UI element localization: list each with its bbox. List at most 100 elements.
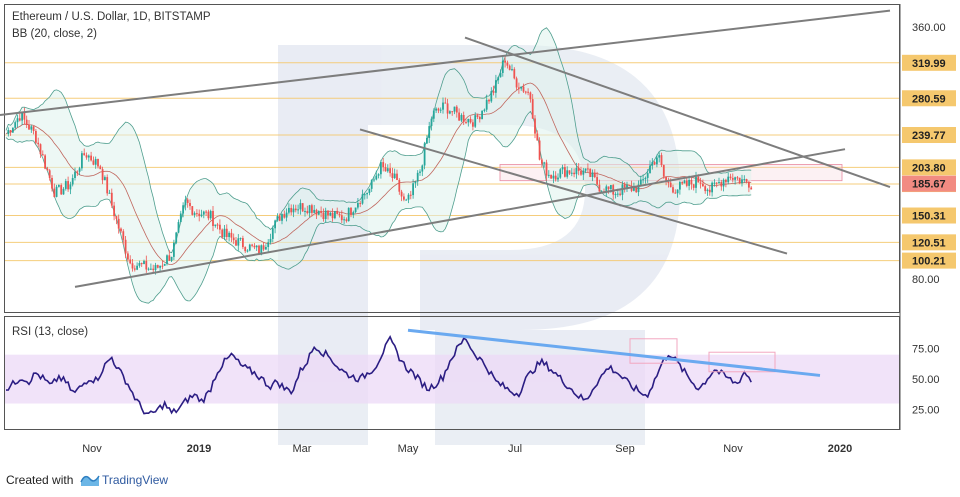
candle-body [547,174,550,176]
x-tick-label: Mar [293,443,312,455]
candle-body [260,245,263,255]
candle-body [474,115,477,127]
candle-body [393,173,396,178]
candle-body [67,181,69,190]
candle-body [191,206,194,215]
candle-body [71,177,74,185]
candle-body [711,182,713,193]
candle-body [669,182,672,188]
candle-body [568,170,571,174]
candle-body [718,181,720,184]
candle-body [55,186,58,197]
candle-body [561,167,564,170]
candle-body [340,215,343,221]
x-tick-label: Nov [723,443,743,455]
candle-body [605,186,608,194]
trendline [0,9,891,116]
candle-body [9,130,12,133]
candle-body [435,108,437,111]
candle-body [196,213,198,215]
candle-body [262,245,265,250]
rsi-highlight-box [629,338,678,364]
price-level-tag [902,159,956,176]
candle-body [614,194,617,196]
chart-canvas[interactable]: Nov 2019 Mar May Jul Sep Nov 2020 360.00 80.00 31… [0,0,960,468]
candle-body [283,214,286,218]
candle-body [432,110,435,119]
candle-body [324,210,327,220]
candle-body [163,263,166,266]
candle-body [697,176,700,183]
candle-body [688,179,690,186]
candle-body [676,189,679,194]
candle-body [699,182,702,184]
candle-body [451,111,454,113]
price-level-label: 239.77 [912,130,946,142]
candle-body [501,60,504,73]
candle-body [62,188,65,195]
candle-body [64,181,67,189]
candle-body [455,106,458,113]
candle-body [598,184,601,192]
rsi-band [5,354,899,404]
candle-body [506,62,509,66]
candle-body [396,173,398,180]
candle-body [329,212,332,216]
candle-body [265,247,267,250]
candle-body [350,207,352,215]
candle-body [124,239,127,254]
candle-body [679,182,681,190]
candle-body [336,210,339,214]
price-level-tag [902,234,956,251]
candle-body [444,102,447,104]
candle-body [294,208,297,211]
candle-body [702,183,704,187]
trendlines[interactable] [0,9,891,288]
x-tick-label: Sep [615,443,635,455]
candle-body [741,179,743,184]
candle-body [253,245,256,248]
candle-body [216,224,219,226]
candle-body [81,153,83,169]
candle-body [490,91,493,102]
candle-body [299,203,302,210]
candle-body [391,173,394,178]
candle-body [478,116,481,120]
candle-body [120,228,122,232]
candle-body [610,185,612,189]
candle-body [683,180,686,184]
candle-body [504,60,506,63]
candle-body [274,220,276,229]
candle-body [69,184,72,190]
candle-body [405,199,408,201]
candle-body [536,133,539,141]
candle-body [177,222,180,233]
candle-body [366,192,368,195]
candle-body [35,130,37,143]
candle-body [460,114,463,121]
candle-body [154,265,157,271]
tradingview-brand-link[interactable]: TradingView [102,473,169,487]
candle-body [412,183,414,196]
candle-body [101,169,104,181]
candle-body [515,78,518,88]
rsi-trendline [407,328,821,377]
candle-body [327,210,329,216]
candle-body [219,224,221,230]
candle-body [575,167,578,175]
candle-body [748,181,750,188]
candle-body [343,219,345,221]
candle-body [637,184,640,193]
candle-body [46,168,49,171]
price-level-label: 100.21 [912,256,946,268]
candle-body [596,177,598,185]
candle-body [520,86,523,89]
candle-body [635,186,638,193]
candle-body [646,173,649,178]
candle-body [580,170,582,175]
candle-body [552,175,555,179]
candle-body [159,265,161,268]
candle-body [207,211,210,219]
candle-body [90,155,92,161]
candle-body [292,208,295,213]
